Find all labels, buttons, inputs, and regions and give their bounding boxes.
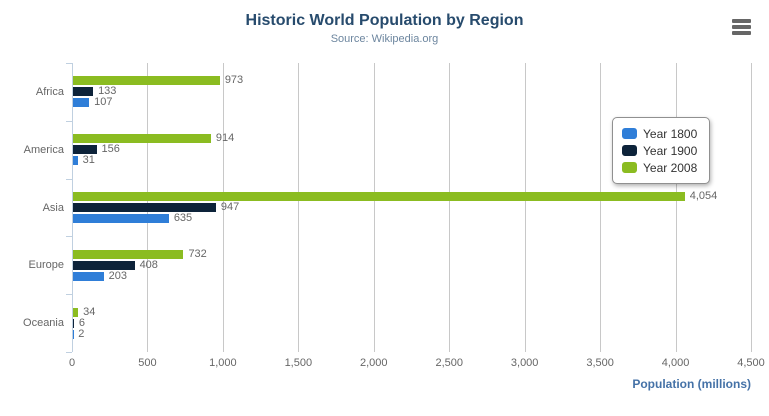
category-axis-tick xyxy=(66,63,72,64)
category-label-oceania: Oceania xyxy=(23,317,64,329)
legend-item-year-1800[interactable]: Year 1800 xyxy=(622,125,697,142)
bar-africa-year-1800[interactable] xyxy=(73,98,90,107)
bar-value-label: 31 xyxy=(82,154,95,166)
x-tick-label: 4,500 xyxy=(737,357,765,369)
x-tick-label: 3,500 xyxy=(586,357,614,369)
bar-value-label: 107 xyxy=(94,96,113,108)
legend-label: Year 1800 xyxy=(643,126,698,141)
category-label-america: America xyxy=(23,144,64,156)
x-axis-title: Population (millions) xyxy=(632,377,751,391)
legend-symbol xyxy=(622,128,637,139)
bar-value-label: 4,054 xyxy=(689,190,718,202)
bar-europe-year-1800[interactable] xyxy=(73,272,104,281)
bar-value-label: 156 xyxy=(101,143,120,155)
gridline xyxy=(373,63,375,352)
bar-value-label: 947 xyxy=(220,201,240,213)
bar-oceania-year-1900[interactable] xyxy=(73,319,74,328)
hamburger-bar xyxy=(732,31,751,35)
gridline xyxy=(751,63,752,352)
chart-subtitle: Source: Wikipedia.org xyxy=(330,33,439,45)
x-tick-label: 500 xyxy=(138,357,157,369)
bar-africa-year-1900[interactable] xyxy=(73,87,94,96)
x-tick-label: 1,000 xyxy=(209,357,237,369)
category-label-asia: Asia xyxy=(42,202,64,214)
bar-asia-year-1800[interactable] xyxy=(73,214,169,223)
legend-item-year-2008[interactable]: Year 2008 xyxy=(622,159,697,176)
bar-oceania-year-1800[interactable] xyxy=(73,330,74,339)
chart-title: Historic World Population by Region xyxy=(245,12,524,29)
category-axis-tick xyxy=(66,121,72,122)
legend: Year 1800 Year 1900 Year 2008 xyxy=(612,117,711,184)
x-tick-label: 2,000 xyxy=(360,357,388,369)
gridline xyxy=(222,63,224,352)
bar-america-year-2008[interactable] xyxy=(73,134,211,143)
gridline xyxy=(524,63,526,352)
legend-label: Year 1900 xyxy=(643,143,698,158)
bar-value-label: 2 xyxy=(78,328,85,340)
legend-symbol xyxy=(622,145,637,156)
category-axis-tick xyxy=(66,294,72,295)
bar-value-label: 914 xyxy=(215,132,235,144)
bar-asia-year-2008[interactable] xyxy=(73,192,685,201)
gridline xyxy=(675,63,677,352)
bar-value-label: 6 xyxy=(78,317,86,329)
hamburger-bar xyxy=(732,25,751,29)
gridline xyxy=(298,63,300,352)
plot-area: 973 133 107 914 156 31 4,054 947 635 732 408 203 34 6… xyxy=(66,63,752,353)
hamburger-menu-icon[interactable] xyxy=(732,17,752,37)
legend-label: Year 2008 xyxy=(643,160,698,175)
bar-america-year-1800[interactable] xyxy=(73,156,78,165)
category-label-africa: Africa xyxy=(35,86,64,98)
x-tick-label: 3,000 xyxy=(510,357,539,369)
gridline xyxy=(600,63,602,352)
x-tick-label: 2,500 xyxy=(435,357,463,369)
category-axis-tick xyxy=(66,236,72,237)
legend-item-year-1900[interactable]: Year 1900 xyxy=(622,142,697,159)
bar-africa-year-2008[interactable] xyxy=(73,76,220,85)
category-axis-tick xyxy=(66,352,72,353)
hamburger-bar xyxy=(732,19,751,23)
bar-oceania-year-2008[interactable] xyxy=(73,308,79,317)
bar-america-year-1900[interactable] xyxy=(73,145,97,154)
bar-value-label: 408 xyxy=(139,259,158,271)
gridline xyxy=(449,63,451,352)
bar-value-label: 133 xyxy=(98,85,117,97)
category-label-europe: Europe xyxy=(28,259,64,271)
bar-asia-year-1900[interactable] xyxy=(73,203,216,212)
x-tick-label: 0 xyxy=(68,357,76,369)
x-tick-label: 1,500 xyxy=(284,357,313,369)
bar-europe-year-1900[interactable] xyxy=(73,261,135,270)
bar-value-label: 34 xyxy=(83,306,96,318)
x-tick-label: 4,000 xyxy=(661,357,690,369)
category-axis-tick xyxy=(66,179,72,180)
legend-symbol xyxy=(622,162,637,173)
bar-europe-year-2008[interactable] xyxy=(73,250,184,259)
bar-value-label: 973 xyxy=(224,74,244,86)
bar-value-label: 635 xyxy=(173,212,193,224)
bar-value-label: 732 xyxy=(188,248,207,260)
bar-value-label: 203 xyxy=(108,270,127,282)
